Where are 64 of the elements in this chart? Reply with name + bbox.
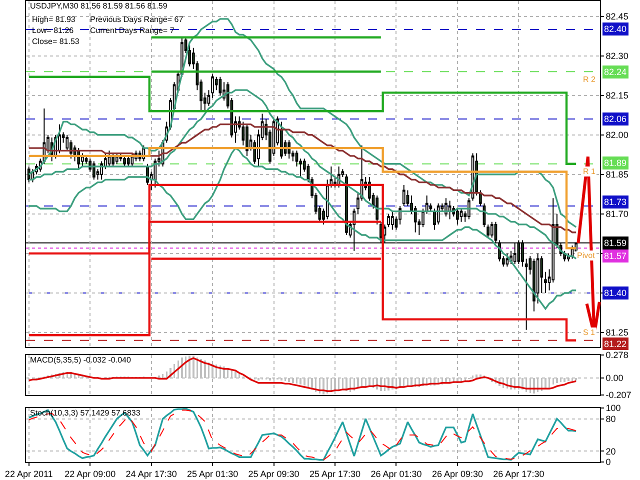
candlestick [448, 200, 452, 220]
annotation: S 1 [583, 328, 596, 337]
ref-line-label: 82.40 [604, 24, 627, 34]
ref-line-label: 81.73 [604, 197, 627, 207]
y-tick-label: 0 [606, 457, 611, 468]
candlestick [468, 198, 470, 220]
ref-line-label: 81.57 [604, 251, 627, 261]
annotation: R 2 [583, 75, 596, 84]
annotation: Low= 81.26 [32, 26, 74, 35]
y-tick-label: 100 [606, 403, 621, 414]
candlestick [123, 155, 126, 167]
chart-title: MACD(5,35,5) -0.032 -0.040 [30, 356, 132, 365]
y-tick-label: 0.00 [606, 373, 624, 384]
annotation: High= 81.93 [32, 15, 76, 24]
x-tick-label: 22 Apr 09:00 [64, 468, 116, 479]
y-tick-label: 82.15 [606, 90, 628, 100]
x-tick-label: 25 Apr 01:30 [187, 468, 238, 479]
y-tick-label: 81.70 [606, 209, 628, 220]
candlestick [425, 194, 428, 214]
y-tick-label: 82.00 [606, 130, 628, 140]
x-tick-label: 25 Apr 09:30 [248, 468, 300, 479]
y-tick-label: 81.85 [606, 170, 628, 180]
x-tick-label: 26 Apr 17:30 [493, 468, 544, 479]
candlestick [246, 124, 248, 156]
ref-line-label: 81.22 [604, 339, 627, 349]
x-tick-label: 26 Apr 01:30 [370, 468, 422, 479]
candlestick [544, 271, 547, 294]
candlestick [211, 74, 214, 98]
annotation: R 1 [583, 167, 596, 176]
y-tick-label: -0.207 [606, 390, 632, 400]
chart-title: USDJPY,M30 81.56 81.59 81.56 81.59 [30, 2, 168, 11]
y-tick-label: 80 [606, 414, 616, 424]
y-tick-label: 82.30 [606, 50, 628, 61]
x-tick-label: 25 Apr 17:30 [309, 468, 361, 479]
ref-line-label: 82.06 [604, 114, 627, 124]
ref-line-label: 81.59 [604, 238, 627, 248]
x-tick-label: 26 Apr 09:30 [432, 468, 483, 479]
candlestick [456, 208, 459, 225]
y-tick-label: 0.278 [606, 350, 628, 360]
annotation: Previous Days Range= 67 [90, 15, 184, 24]
y-tick-label: 20 [606, 446, 616, 456]
x-tick-label: 22 Apr 2011 [4, 468, 53, 479]
ref-line-label: 81.89 [604, 158, 627, 168]
ref-line-label: 82.24 [604, 67, 627, 77]
candlestick [402, 184, 406, 207]
y-tick-label: 81.25 [606, 328, 628, 338]
line-series [28, 147, 577, 310]
candlestick [376, 194, 379, 225]
y-tick-label: 82.45 [606, 11, 628, 22]
candlestick [126, 155, 130, 167]
candlestick [506, 252, 509, 268]
candlestick [390, 210, 394, 230]
candlestick [207, 90, 210, 106]
candlestick [460, 208, 463, 222]
line-series [28, 123, 577, 234]
x-tick-label: 24 Apr 17:30 [126, 468, 177, 479]
line-series [28, 18, 577, 228]
candlestick [524, 258, 528, 330]
candlestick [444, 198, 448, 218]
line-series [28, 357, 577, 392]
ref-line-label: 81.40 [604, 288, 627, 298]
candlestick [486, 224, 490, 238]
annotation: Pivot [577, 251, 596, 260]
annotation: Close= 81.53 [32, 37, 80, 46]
